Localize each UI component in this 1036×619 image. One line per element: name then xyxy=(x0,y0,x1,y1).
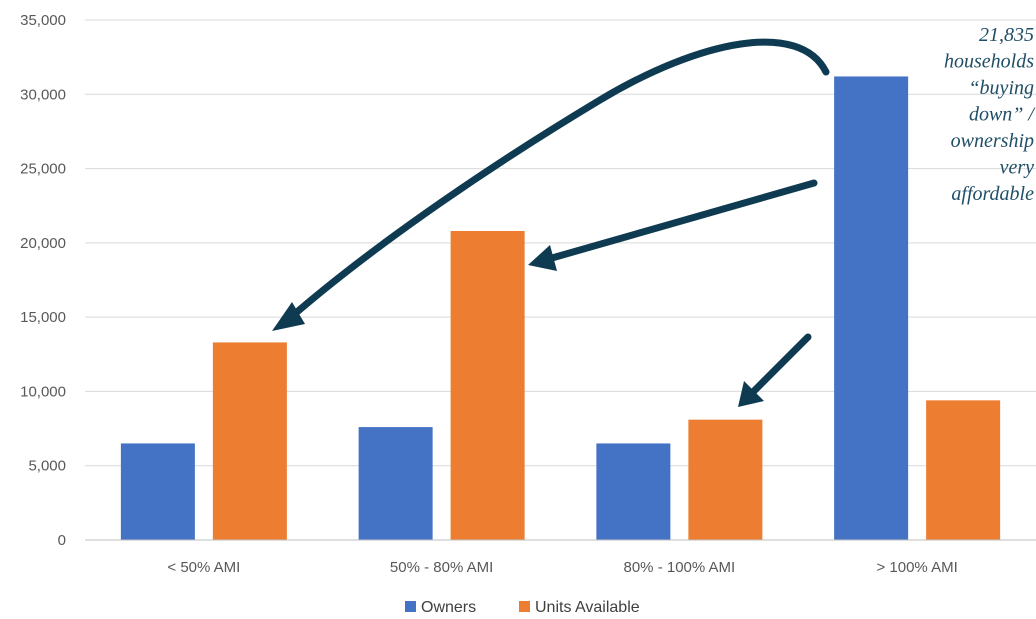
annotation-line: down” / xyxy=(969,104,1036,126)
annotation-arrows xyxy=(272,38,830,407)
annotation-line: households xyxy=(944,51,1034,73)
legend-swatch-units-available xyxy=(519,601,530,612)
annotation-line: “buying xyxy=(968,77,1034,99)
x-tick-label: > 100% AMI xyxy=(876,559,957,576)
bar-owners-2 xyxy=(596,443,671,540)
bar-units-available-0 xyxy=(212,342,287,540)
y-tick-label: 15,000 xyxy=(20,309,66,326)
y-tick-label: 5,000 xyxy=(28,458,66,475)
annotation-line: ownership xyxy=(951,130,1034,152)
y-tick-label: 25,000 xyxy=(20,161,66,178)
x-tick-label: < 50% AMI xyxy=(167,559,240,576)
arrowhead-80-100-ami xyxy=(738,381,764,407)
y-tick-label: 0 xyxy=(58,532,66,549)
arrow-to-80-100-ami xyxy=(748,333,812,397)
arrowhead-50-80-ami xyxy=(528,245,557,271)
y-tick-label: 35,000 xyxy=(20,12,66,29)
arrowhead-below-50-ami xyxy=(272,302,305,331)
bar-units-available-2 xyxy=(688,419,763,540)
legend-label: Units Available xyxy=(535,599,640,616)
arrow-to-below-50-ami xyxy=(286,38,830,322)
annotation-line: 21,835 xyxy=(979,24,1034,46)
annotation-line: very xyxy=(1000,157,1035,179)
arrow-to-50-80-ami xyxy=(548,179,818,262)
x-tick-label: 80% - 100% AMI xyxy=(624,559,736,576)
legend-swatch-owners xyxy=(405,601,416,612)
legend-label: Owners xyxy=(421,599,476,616)
bar-units-available-1 xyxy=(450,230,525,540)
annotation-line: affordable xyxy=(951,183,1034,205)
x-axis-tick-labels: < 50% AMI 50% - 80% AMI 80% - 100% AMI > 10… xyxy=(167,559,957,576)
bar-owners-1 xyxy=(358,427,433,540)
legend: Owners Units Available xyxy=(405,599,640,616)
bar-units-available-3 xyxy=(926,400,1001,540)
annotation-text: 21,835 households “buying down” / ownership v… xyxy=(944,24,1036,205)
bar-owners-0 xyxy=(120,443,195,540)
y-tick-label: 20,000 xyxy=(20,235,66,252)
bar-owners-3 xyxy=(834,76,909,540)
bars xyxy=(120,76,1001,540)
y-tick-label: 30,000 xyxy=(20,86,66,103)
y-axis-tick-labels: 0 5,000 10,000 15,000 20,000 25,000 30,000 35,0… xyxy=(20,12,66,549)
y-tick-label: 10,000 xyxy=(20,383,66,400)
x-tick-label: 50% - 80% AMI xyxy=(390,559,493,576)
